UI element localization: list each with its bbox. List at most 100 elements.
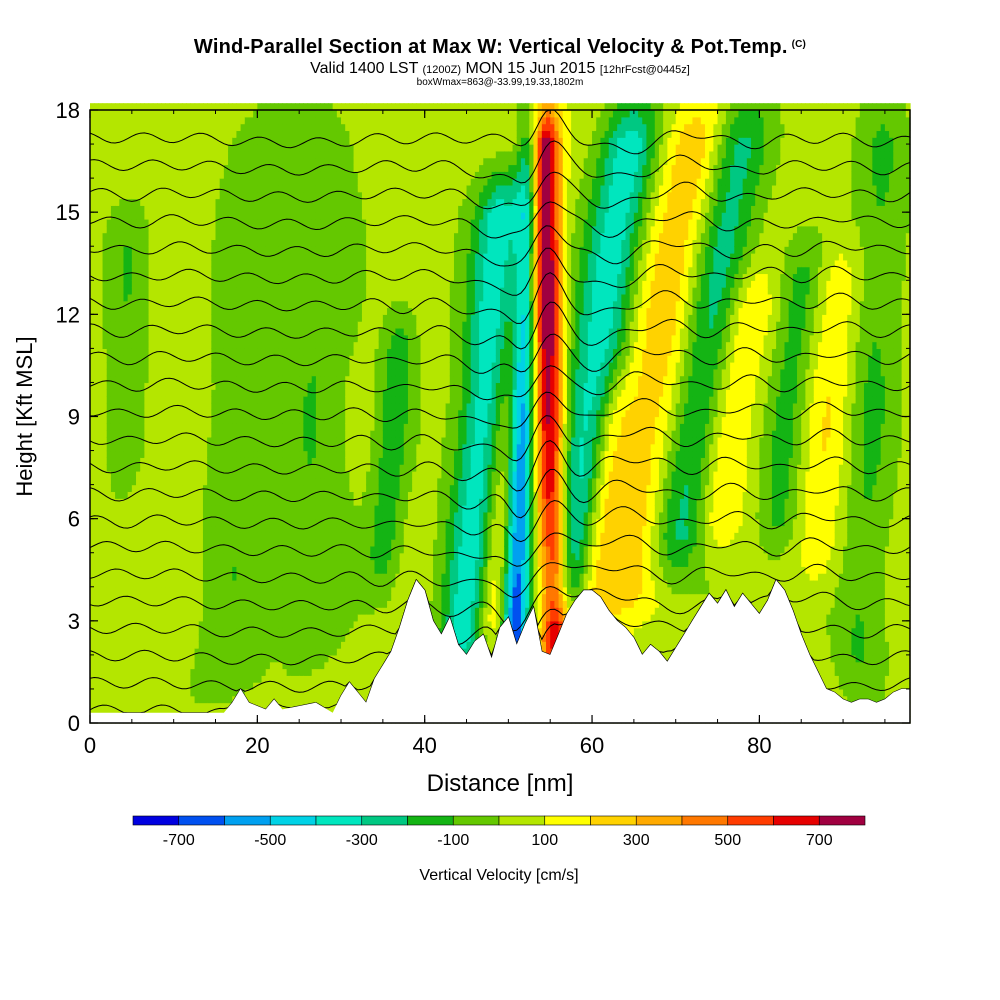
velocity-cell bbox=[240, 511, 246, 520]
velocity-cell bbox=[282, 545, 288, 554]
velocity-cell bbox=[90, 314, 95, 322]
velocity-cell bbox=[282, 688, 288, 697]
velocity-cell bbox=[173, 600, 179, 608]
velocity-cell bbox=[106, 511, 112, 520]
velocity-cell bbox=[127, 205, 133, 213]
velocity-cell bbox=[144, 511, 150, 520]
velocity-cell bbox=[278, 232, 284, 241]
velocity-cell bbox=[303, 620, 309, 629]
velocity-cell bbox=[207, 396, 212, 404]
velocity-cell bbox=[123, 654, 129, 663]
velocity-cell bbox=[261, 600, 267, 608]
velocity-cell bbox=[140, 232, 145, 241]
velocity-cell bbox=[144, 355, 150, 363]
velocity-cell bbox=[110, 150, 116, 159]
velocity-cell bbox=[219, 539, 225, 547]
velocity-cell bbox=[198, 280, 204, 288]
velocity-cell bbox=[311, 620, 317, 629]
velocity-cell bbox=[198, 532, 204, 540]
velocity-cell bbox=[274, 579, 279, 588]
velocity-cell bbox=[186, 470, 191, 479]
velocity-cell bbox=[131, 505, 137, 513]
velocity-cell bbox=[261, 362, 267, 370]
velocity-cell bbox=[102, 314, 108, 322]
velocity-cell bbox=[236, 559, 242, 567]
velocity-cell bbox=[315, 341, 321, 349]
velocity-cell bbox=[223, 511, 229, 520]
velocity-cell bbox=[215, 362, 221, 370]
velocity-cell bbox=[144, 470, 150, 479]
velocity-cell bbox=[127, 259, 133, 268]
velocity-cell bbox=[186, 491, 191, 499]
velocity-cell bbox=[311, 110, 317, 118]
velocity-cell bbox=[198, 518, 204, 527]
velocity-cell bbox=[152, 688, 158, 697]
velocity-cell bbox=[290, 511, 296, 520]
velocity-cell bbox=[215, 464, 221, 472]
velocity-cell bbox=[257, 430, 263, 438]
velocity-cell bbox=[232, 443, 238, 452]
velocity-cell bbox=[257, 300, 263, 309]
velocity-cell bbox=[136, 586, 141, 595]
velocity-cell bbox=[94, 470, 99, 479]
velocity-cell bbox=[274, 477, 279, 486]
velocity-cell bbox=[261, 368, 267, 377]
velocity-cell bbox=[295, 225, 300, 234]
velocity-cell bbox=[269, 620, 275, 629]
velocity-cell bbox=[269, 212, 275, 220]
velocity-cell bbox=[177, 532, 183, 540]
velocity-cell bbox=[152, 436, 158, 445]
velocity-cell bbox=[182, 144, 187, 152]
velocity-cell bbox=[253, 368, 258, 377]
velocity-cell bbox=[202, 389, 208, 397]
velocity-cell bbox=[182, 362, 187, 370]
velocity-cell bbox=[98, 430, 104, 438]
velocity-cell bbox=[219, 123, 225, 132]
velocity-cell bbox=[307, 287, 313, 295]
velocity-cell bbox=[123, 491, 129, 499]
velocity-cell bbox=[257, 593, 263, 601]
velocity-cell bbox=[190, 498, 196, 506]
velocity-cell bbox=[186, 484, 191, 493]
velocity-cell bbox=[286, 205, 292, 213]
velocity-cell bbox=[286, 253, 292, 261]
velocity-cell bbox=[140, 150, 145, 159]
velocity-cell bbox=[248, 287, 254, 295]
velocity-cell bbox=[198, 702, 204, 710]
velocity-cell bbox=[119, 218, 125, 227]
velocity-cell bbox=[303, 682, 309, 690]
velocity-cell bbox=[307, 498, 313, 506]
velocity-cell bbox=[110, 212, 116, 220]
velocity-cell bbox=[261, 307, 267, 315]
velocity-cell bbox=[106, 110, 112, 118]
velocity-cell bbox=[190, 675, 196, 683]
velocity-cell bbox=[123, 178, 129, 186]
velocity-cell bbox=[190, 123, 196, 132]
velocity-cell bbox=[274, 130, 279, 138]
velocity-cell bbox=[202, 307, 208, 315]
velocity-cell bbox=[232, 355, 238, 363]
velocity-cell bbox=[244, 273, 250, 281]
velocity-cell bbox=[102, 654, 108, 663]
velocity-cell bbox=[102, 266, 108, 275]
velocity-cell bbox=[274, 212, 279, 220]
velocity-cell bbox=[140, 212, 145, 220]
velocity-cell bbox=[244, 205, 250, 213]
velocity-cell bbox=[119, 620, 125, 629]
velocity-cell bbox=[110, 614, 116, 622]
velocity-cell bbox=[94, 423, 99, 431]
velocity-cell bbox=[156, 491, 162, 499]
velocity-cell bbox=[265, 389, 271, 397]
velocity-cell bbox=[110, 280, 116, 288]
velocity-cell bbox=[169, 253, 175, 261]
velocity-cell bbox=[315, 539, 321, 547]
velocity-cell bbox=[177, 498, 183, 506]
velocity-cell bbox=[282, 593, 288, 601]
velocity-cell bbox=[144, 164, 150, 172]
velocity-cell bbox=[307, 150, 313, 159]
velocity-cell bbox=[311, 321, 317, 329]
velocity-cell bbox=[190, 246, 196, 254]
velocity-cell bbox=[290, 184, 296, 193]
velocity-cell bbox=[106, 218, 112, 227]
velocity-cell bbox=[290, 130, 296, 138]
